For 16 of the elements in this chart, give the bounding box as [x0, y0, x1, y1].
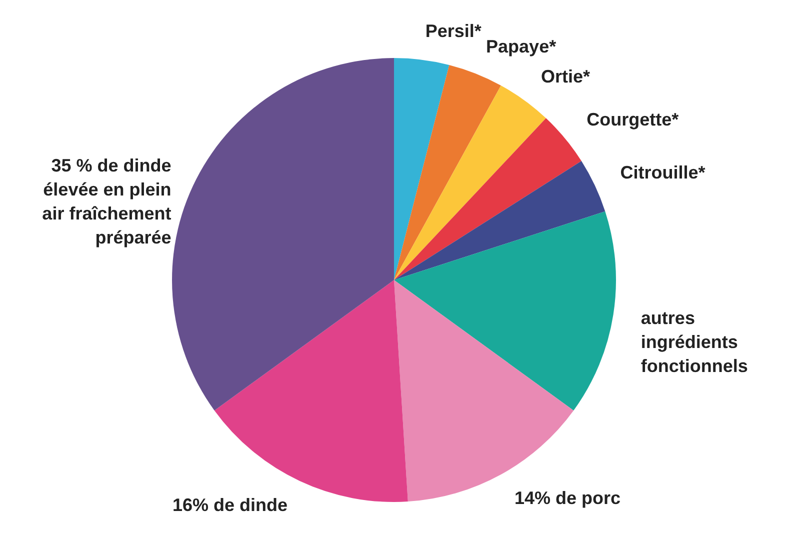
slice-label: autres ingrédients fonctionnels [640, 308, 748, 376]
slice-label: Courgette* [586, 110, 679, 130]
pie-slice [394, 64, 501, 280]
pie-slice [394, 118, 582, 280]
pie-slice [394, 58, 450, 280]
slice-label: 14% de porc [514, 488, 620, 508]
slice-label: Ortie* [540, 66, 590, 87]
pie-slice [172, 58, 394, 410]
slice-label: Persil* [425, 20, 482, 41]
pie-slice [394, 161, 606, 280]
slice-label: 16% de dinde [172, 495, 288, 516]
pie-slice [394, 211, 616, 410]
slice-label: 35 % de dinde élevée en plein air fraîchement préparée [42, 156, 172, 248]
slice-label: Papaye* [486, 36, 556, 57]
pie-slice [394, 85, 546, 280]
slice-label: Citrouille* [620, 162, 706, 183]
